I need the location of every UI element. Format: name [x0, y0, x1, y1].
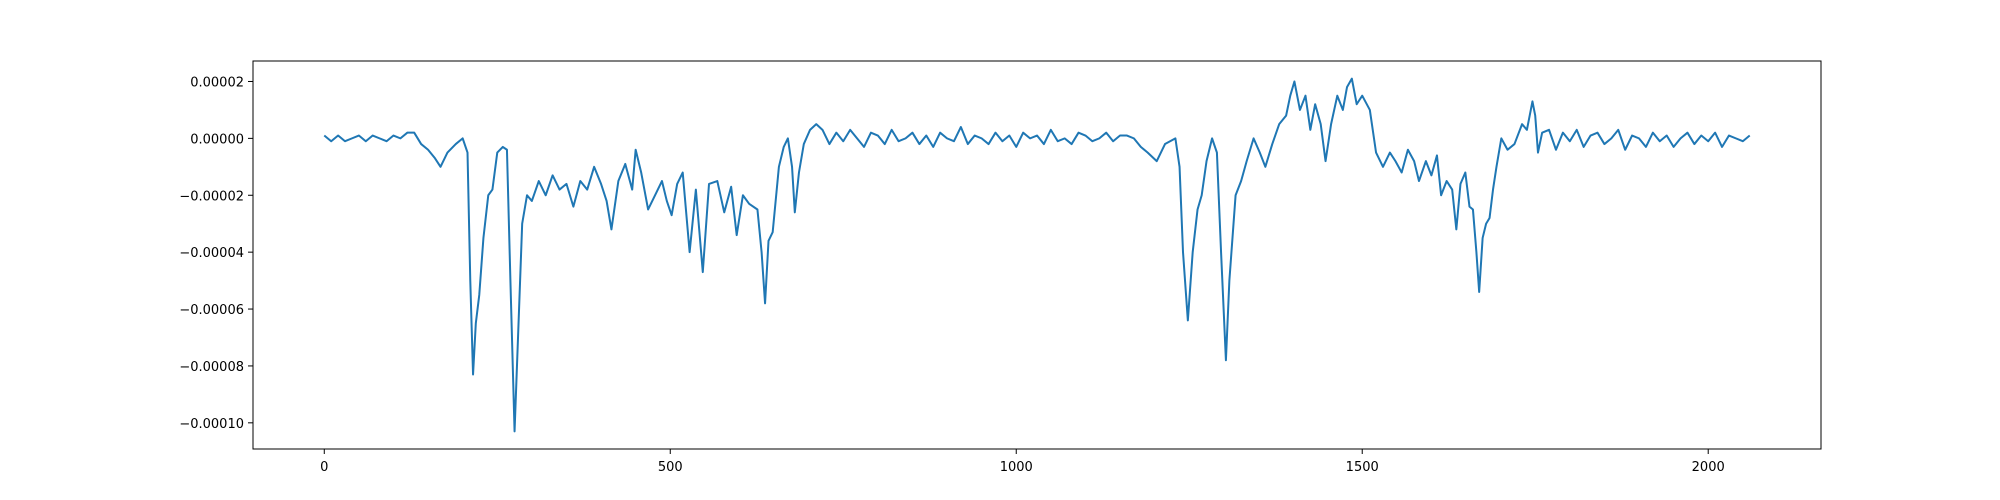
data-line: [323, 77, 1751, 433]
y-tick-label: −0.00010: [179, 417, 244, 432]
y-tick-label: −0.00008: [179, 360, 244, 375]
x-tick-label: 1000: [1000, 460, 1033, 475]
y-tick-label: −0.00006: [179, 303, 244, 318]
y-tick-label: −0.00002: [179, 189, 244, 204]
plot-frame: [252, 60, 1822, 450]
x-tick-label: 0: [320, 460, 328, 475]
y-tick-label: −0.00004: [179, 246, 244, 261]
x-tick-label: 500: [658, 460, 683, 475]
y-tick-label: 0.00002: [190, 75, 244, 90]
x-tick-label: 2000: [1692, 460, 1725, 475]
x-tick-label: 1500: [1346, 460, 1379, 475]
y-tick-label: 0.00000: [190, 132, 244, 147]
